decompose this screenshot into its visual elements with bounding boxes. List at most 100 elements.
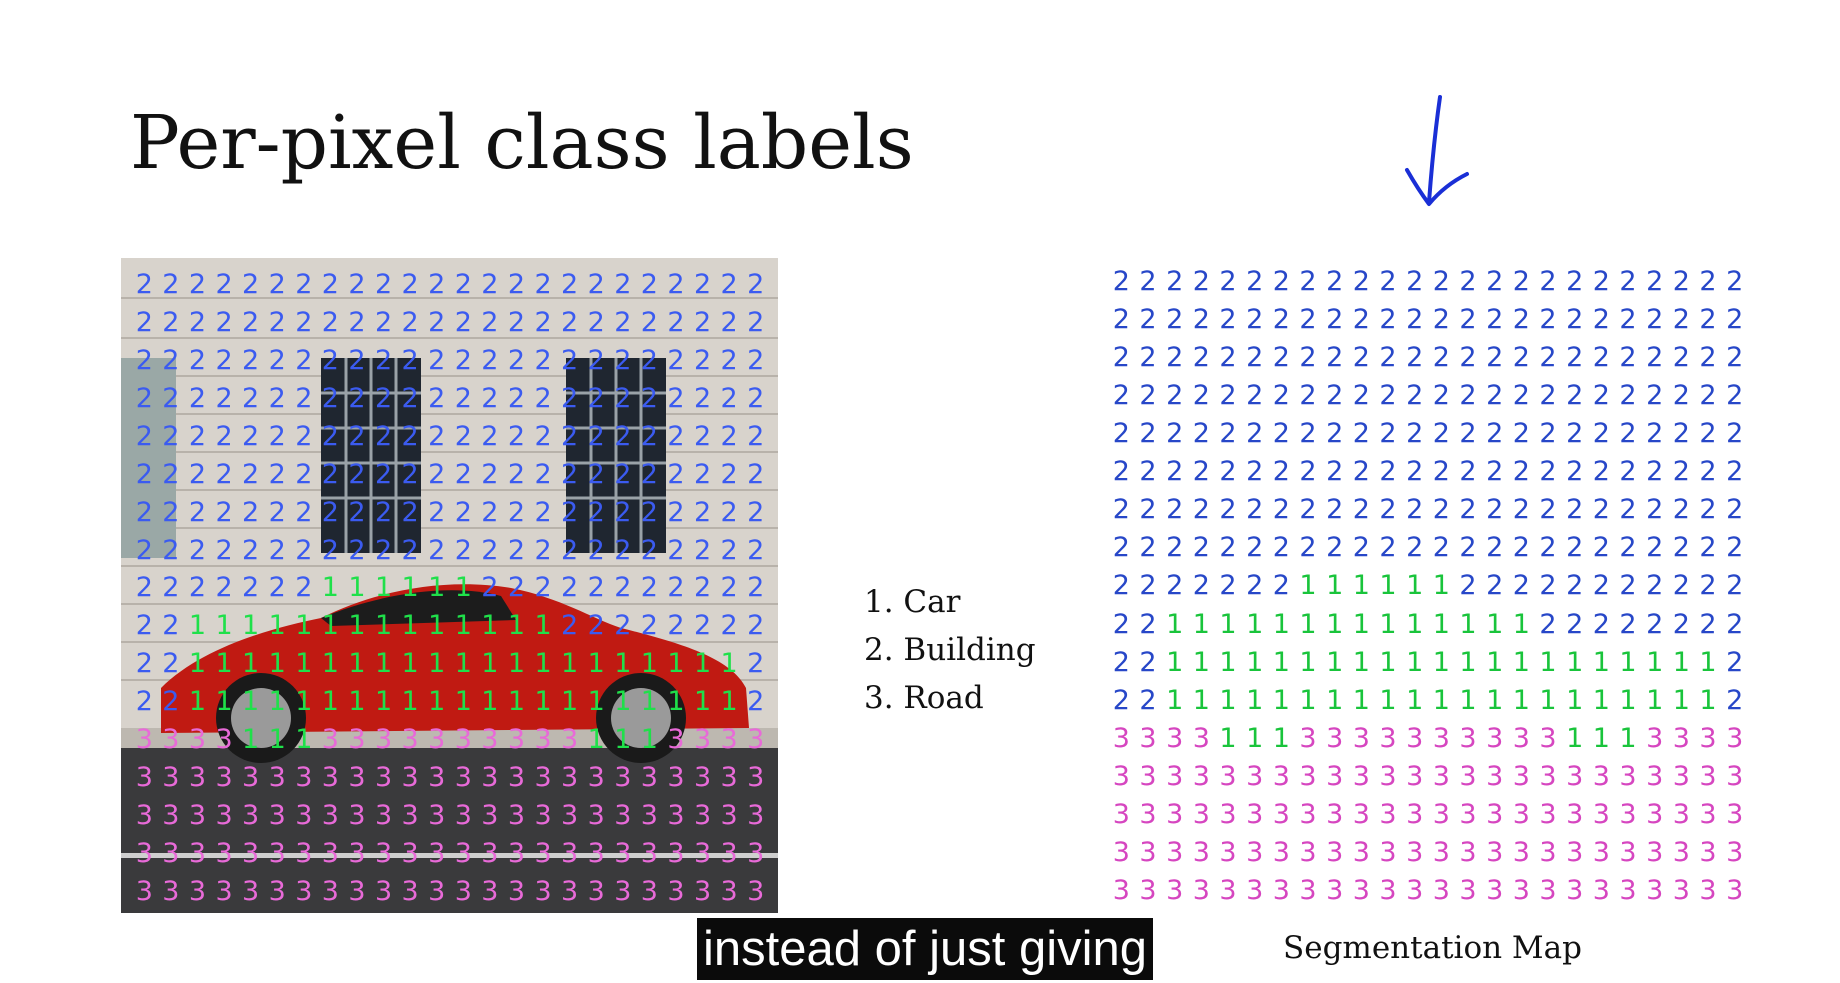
map-label-cell: 3 [1192,837,1210,869]
photo-label-cell: 2 [135,496,153,528]
photo-label-cell: 1 [561,648,579,680]
map-label-cell: 2 [1646,570,1664,602]
map-label-cell: 2 [1726,341,1744,373]
photo-label-cell: 2 [242,307,260,339]
map-label-cell: 3 [1219,799,1237,831]
photo-label-cell: 3 [321,724,339,756]
map-label-cell: 2 [1406,341,1424,373]
map-label-cell: 3 [1246,875,1264,907]
map-label-cell: 2 [1352,456,1370,488]
map-label-cell: 2 [1566,532,1584,564]
map-label-cell: 2 [1726,303,1744,335]
photo-label-cell: 2 [268,572,286,604]
photo-label-cell: 3 [162,724,180,756]
photo-label-cell: 1 [428,648,446,680]
map-label-cell: 2 [1566,456,1584,488]
map-label-cell: 3 [1406,722,1424,754]
photo-label-cell: 2 [188,420,207,452]
map-label-cell: 1 [1352,608,1370,640]
map-label-cell: 2 [1512,494,1530,526]
photo-label-cell: 2 [534,307,552,339]
photo-label-cell: 3 [428,837,446,869]
map-label-cell: 2 [1192,341,1210,373]
map-label-cell: 2 [1379,341,1397,373]
map-label-cell: 2 [1112,456,1130,488]
map-label-cell: 1 [1539,684,1557,716]
map-label-cell: 2 [1406,303,1424,335]
photo-label-cell: 3 [481,837,499,869]
photo-label-cell: 3 [268,799,286,831]
photo-label-cell: 1 [454,648,472,680]
map-label-cell: 2 [1272,303,1290,335]
photo-label-cell: 3 [720,875,738,907]
photo-label-cell: 1 [321,572,339,604]
map-label-cell: 1 [1299,646,1317,678]
photo-label-cell: 3 [693,837,712,869]
photo-label-cell: 2 [693,420,712,452]
map-label-cell: 3 [1139,875,1157,907]
photo-label-cell: 3 [295,837,313,869]
slide-title: Per-pixel class labels [130,100,914,186]
photo-label-cell: 3 [534,837,552,869]
photo-label-cell: 2 [667,345,685,377]
map-label-cell: 2 [1646,608,1664,640]
photo-label-cell: 2 [135,307,153,339]
map-label-cell: 2 [1619,456,1637,488]
map-label-cell: 2 [1166,494,1184,526]
photo-label-cell: 2 [242,383,260,415]
map-label-cell: 2 [1246,532,1264,564]
map-label-cell: 1 [1192,684,1210,716]
map-label-cell: 3 [1112,722,1130,754]
photo-label-cell: 2 [640,572,658,604]
photo-label-cell: 3 [640,837,658,869]
map-label-cell: 3 [1646,722,1664,754]
photo-label-cell: 2 [348,269,366,301]
photo-label-cell: 3 [561,761,579,793]
map-label-cell: 2 [1459,494,1477,526]
map-label-cell: 3 [1699,875,1717,907]
map-label-cell: 2 [1486,418,1504,450]
photo-label-cell: 3 [162,761,180,793]
photo-label-cell: 2 [454,345,472,377]
map-label-cell: 1 [1352,570,1370,602]
photo-label-cell: 2 [295,345,313,377]
map-label-cell: 3 [1352,722,1370,754]
map-label-cell: 2 [1459,379,1477,411]
photo-label-cell: 2 [507,458,526,490]
photo-label-cell: 1 [534,686,552,718]
photo-label-cell: 2 [215,572,233,604]
photo-label-cell: 3 [640,875,658,907]
photo-label-cell: 2 [747,496,765,528]
map-label-cell: 3 [1139,761,1157,793]
photo-label-cell: 2 [321,383,339,415]
photo-label-cell: 2 [561,345,579,377]
photo-label-cell: 2 [188,458,207,490]
photo-label-cell: 1 [348,572,366,604]
map-label-cell: 1 [1246,646,1264,678]
photo-label-cell: 2 [747,610,765,642]
photo-label-cell: 1 [454,572,472,604]
map-label-cell: 2 [1139,608,1157,640]
map-label-cell: 2 [1646,379,1664,411]
map-label-cell: 2 [1219,379,1237,411]
photo-label-cell: 1 [401,686,419,718]
photo-label-cell: 2 [693,572,712,604]
map-label-cell: 3 [1646,875,1664,907]
photo-label-cell: 2 [534,345,552,377]
photo-label-cell: 1 [188,648,207,680]
map-label-cell: 2 [1246,303,1264,335]
photo-label-cell: 2 [534,534,552,566]
car-photo [121,258,778,913]
map-label-cell: 3 [1459,761,1477,793]
map-label-cell: 1 [1219,608,1237,640]
map-label-cell: 3 [1646,799,1664,831]
photo-label-cell: 3 [321,761,339,793]
map-label-cell: 2 [1166,265,1184,297]
photo-label-cell: 2 [587,307,605,339]
photo-label-cell: 3 [454,799,472,831]
photo-label-cell: 2 [693,269,712,301]
photo-label-cell: 2 [587,458,605,490]
map-label-cell: 2 [1272,418,1290,450]
photo-label-cell: 3 [348,761,366,793]
